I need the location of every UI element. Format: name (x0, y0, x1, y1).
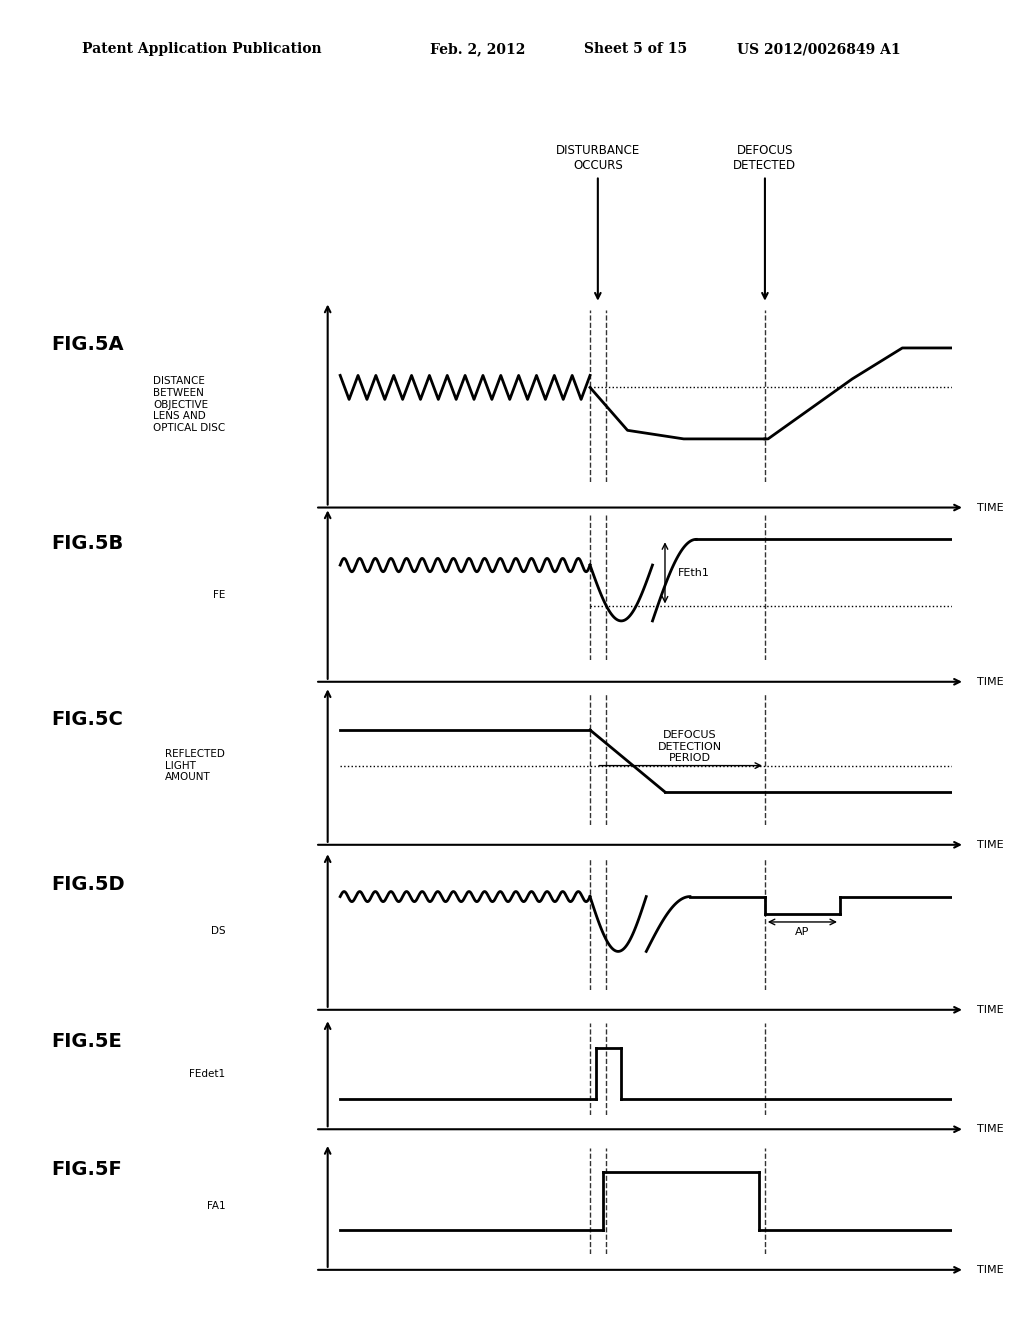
Text: DISTANCE
BETWEEN
OBJECTIVE
LENS AND
OPTICAL DISC: DISTANCE BETWEEN OBJECTIVE LENS AND OPTI… (153, 376, 225, 433)
Text: DS: DS (211, 925, 225, 936)
Text: Sheet 5 of 15: Sheet 5 of 15 (584, 42, 687, 57)
Text: FIG.5A: FIG.5A (51, 335, 124, 354)
Text: DEFOCUS
DETECTED: DEFOCUS DETECTED (733, 144, 797, 172)
Text: FIG.5B: FIG.5B (51, 535, 124, 553)
Text: FEdet1: FEdet1 (189, 1069, 225, 1078)
Text: TIME: TIME (977, 503, 1004, 512)
Text: TIME: TIME (977, 1125, 1004, 1134)
Text: FE: FE (213, 590, 225, 599)
Text: DEFOCUS
DETECTION
PERIOD: DEFOCUS DETECTION PERIOD (657, 730, 722, 763)
Text: DISTURBANCE
OCCURS: DISTURBANCE OCCURS (556, 144, 640, 172)
Text: FEth1: FEth1 (678, 568, 710, 578)
Text: FIG.5D: FIG.5D (51, 875, 125, 894)
Text: TIME: TIME (977, 1265, 1004, 1275)
Text: FIG.5C: FIG.5C (51, 710, 123, 729)
Text: REFLECTED
LIGHT
AMOUNT: REFLECTED LIGHT AMOUNT (166, 748, 225, 783)
Text: Feb. 2, 2012: Feb. 2, 2012 (430, 42, 525, 57)
Text: TIME: TIME (977, 840, 1004, 850)
Text: Patent Application Publication: Patent Application Publication (82, 42, 322, 57)
Text: FIG.5F: FIG.5F (51, 1160, 122, 1179)
Text: FIG.5E: FIG.5E (51, 1032, 122, 1051)
Text: TIME: TIME (977, 677, 1004, 686)
Text: AP: AP (796, 927, 810, 937)
Text: TIME: TIME (977, 1005, 1004, 1015)
Text: US 2012/0026849 A1: US 2012/0026849 A1 (737, 42, 901, 57)
Text: FA1: FA1 (207, 1201, 225, 1212)
